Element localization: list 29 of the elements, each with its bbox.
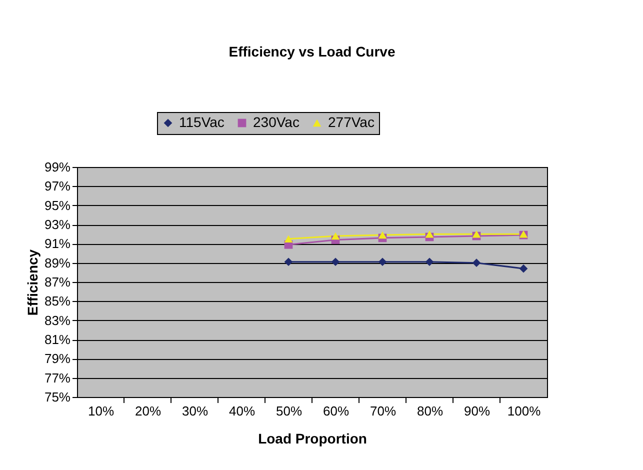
- legend-label: 277Vac: [328, 114, 374, 130]
- y-tick-label: 83%: [44, 312, 71, 328]
- x-axis-title: Load Proportion: [258, 430, 367, 446]
- x-tick-label: 20%: [134, 404, 162, 418]
- y-tick-label: 75%: [44, 390, 71, 404]
- y-tick-label: 85%: [44, 294, 71, 309]
- x-tick-label: 10%: [88, 404, 114, 418]
- x-tick-label: 90%: [464, 404, 490, 418]
- chart-title: Efficiency vs Load Curve: [228, 44, 396, 60]
- x-tick-label: 60%: [322, 404, 350, 418]
- legend-label: 230Vac: [253, 114, 300, 130]
- x-tick-label: 80%: [416, 404, 444, 418]
- x-tick-label: 50%: [276, 404, 302, 418]
- y-axis-title: Efficiency: [24, 249, 40, 316]
- y-tick-label: 99%: [44, 160, 71, 174]
- y-tick-label: 95%: [44, 198, 71, 213]
- y-tick-label: 91%: [44, 236, 71, 252]
- x-tick-label: 30%: [182, 404, 208, 418]
- y-tick-label: 81%: [44, 332, 71, 347]
- y-tick-label: 79%: [44, 351, 71, 366]
- x-tick-label: 70%: [370, 404, 396, 418]
- x-tick-label: 40%: [228, 404, 256, 418]
- y-tick-label: 97%: [44, 178, 71, 194]
- y-tick-label: 87%: [44, 274, 71, 290]
- x-tick-label: 100%: [507, 404, 542, 418]
- legend-label: 115Vac: [179, 114, 224, 130]
- y-tick-label: 77%: [44, 370, 71, 386]
- y-tick-label: 89%: [44, 255, 71, 270]
- y-tick-label: 93%: [44, 217, 71, 232]
